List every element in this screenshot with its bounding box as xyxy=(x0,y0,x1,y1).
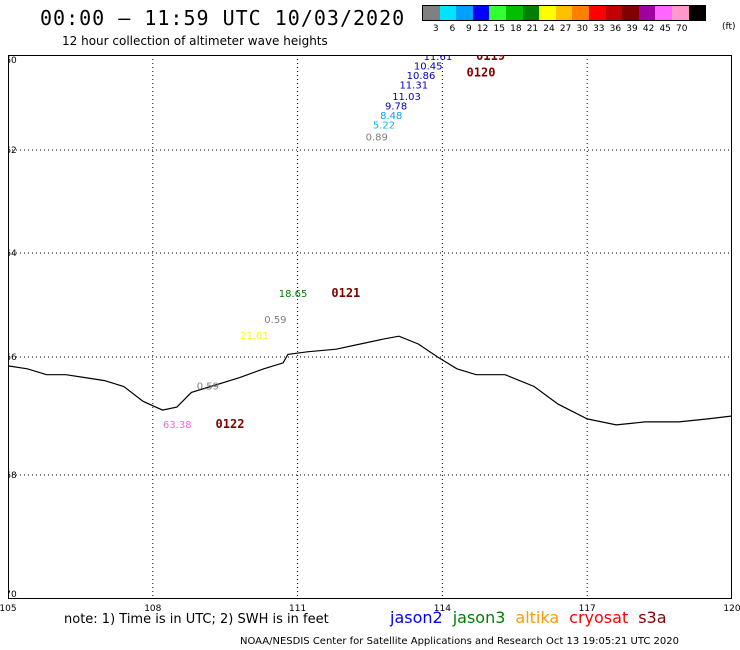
footer-credit: NOAA/NESDIS Center for Satellite Applica… xyxy=(240,636,679,647)
legend-unit: (ft) xyxy=(722,22,736,32)
satellite-legend: jason2 jason3 altika cryosat s3a xyxy=(390,608,667,627)
map-canvas: -60 -62 -64 -66 -68 -70 11.6110.4510.8611.3111… xyxy=(8,55,732,599)
wave-height-observation: 9.78 xyxy=(385,102,407,113)
antarctic-coastline xyxy=(8,335,732,426)
legend-swatch xyxy=(555,6,573,20)
pass-label: 0122 xyxy=(216,417,245,431)
latitude-label: -66 xyxy=(8,353,17,363)
latitude-label: -68 xyxy=(8,471,17,481)
wave-height-observation: 21.61 xyxy=(240,331,269,342)
longitude-label: 105 xyxy=(0,604,17,614)
legend-swatches xyxy=(422,5,707,21)
legend-swatch xyxy=(423,6,440,20)
satellite-name: cryosat xyxy=(569,608,629,627)
legend-label: 21 xyxy=(526,24,539,34)
pass-label: 0120 xyxy=(467,65,496,79)
longitude-label: 114 xyxy=(433,604,451,614)
map-border xyxy=(8,55,732,599)
wave-height-observation: 8.48 xyxy=(380,111,402,122)
wave-height-observation: 11.03 xyxy=(392,92,421,103)
satellite-name: altika xyxy=(515,608,560,627)
legend-label: 24 xyxy=(543,24,555,34)
wave-height-observation: 0.59 xyxy=(197,381,219,392)
legend-label: 9 xyxy=(466,24,472,34)
wave-height-observation: 0.89 xyxy=(366,133,388,144)
wave-height-observation: 10.45 xyxy=(414,61,443,72)
legend-swatch xyxy=(472,6,490,20)
legend-label: 15 xyxy=(493,24,505,34)
longitude-label: 117 xyxy=(578,604,596,614)
legend-swatch xyxy=(655,6,672,20)
legend-swatch xyxy=(671,6,689,20)
legend-label: 18 xyxy=(510,24,522,34)
wave-height-observation: 63.38 xyxy=(163,420,192,431)
latitude-label: -60 xyxy=(8,56,17,66)
legend-label: 42 xyxy=(642,24,655,34)
satellite-name: s3a xyxy=(638,608,667,627)
legend-swatch xyxy=(622,6,639,20)
legend-label: 70 xyxy=(676,24,688,34)
legend-label: 39 xyxy=(626,24,638,34)
wave-height-observation: 11.31 xyxy=(399,80,428,91)
latitude-label: -64 xyxy=(8,249,17,259)
legend-label: 33 xyxy=(593,24,605,34)
wave-height-observation: 5.22 xyxy=(373,121,395,132)
legend-labels: 3 6 9 12 15 18 21 24 27 30 33 36 39 42 45 70 xyxy=(422,24,706,34)
legend-label: 30 xyxy=(576,24,588,34)
wave-height-observation: 11.61 xyxy=(424,55,453,63)
map-panel: -60 -62 -64 -66 -68 -70 11.6110.4510.8611.3111… xyxy=(8,55,732,599)
legend-label: 27 xyxy=(559,24,572,34)
longitude-label: 111 xyxy=(289,604,307,614)
legend-swatch xyxy=(588,6,606,20)
map-title: 00:00 – 11:59 UTC 10/03/2020 xyxy=(40,6,406,30)
legend-label: 6 xyxy=(449,24,456,34)
map-subtitle: 12 hour collection of altimeter wave hei… xyxy=(62,34,328,48)
legend-swatch xyxy=(688,6,706,20)
legend-swatch xyxy=(456,6,473,20)
legend-swatch xyxy=(605,6,623,20)
pass-label: 0119 xyxy=(476,55,505,63)
footer-note: note: 1) Time is in UTC; 2) SWH is in fe… xyxy=(64,612,329,627)
legend-swatch xyxy=(505,6,523,20)
satellite-name: jason2 xyxy=(390,608,443,627)
wave-height-legend: 3 6 9 12 15 18 21 24 27 30 33 36 39 42 45 70 (ft) xyxy=(422,5,736,34)
legend-label: 3 xyxy=(432,24,439,34)
legend-swatch xyxy=(572,6,589,20)
legend-swatch xyxy=(522,6,540,20)
longitude-label: 108 xyxy=(144,604,162,614)
legend-swatch xyxy=(638,6,656,20)
pass-label: 0121 xyxy=(331,286,360,300)
legend-swatch xyxy=(539,6,556,20)
wave-height-observation: 10.86 xyxy=(407,71,436,82)
legend-swatch xyxy=(489,6,506,20)
wave-height-observation: 18.65 xyxy=(279,289,308,300)
wave-height-observation: 0.59 xyxy=(264,315,286,326)
legend-swatch xyxy=(439,6,457,20)
legend-label: 36 xyxy=(609,24,622,34)
latitude-label: -70 xyxy=(8,590,17,599)
legend-label: 45 xyxy=(659,24,671,34)
legend-label: 12 xyxy=(476,24,489,34)
satellite-name: jason3 xyxy=(452,608,506,627)
longitude-label: 120 xyxy=(723,604,740,614)
latitude-label: -62 xyxy=(8,146,17,156)
